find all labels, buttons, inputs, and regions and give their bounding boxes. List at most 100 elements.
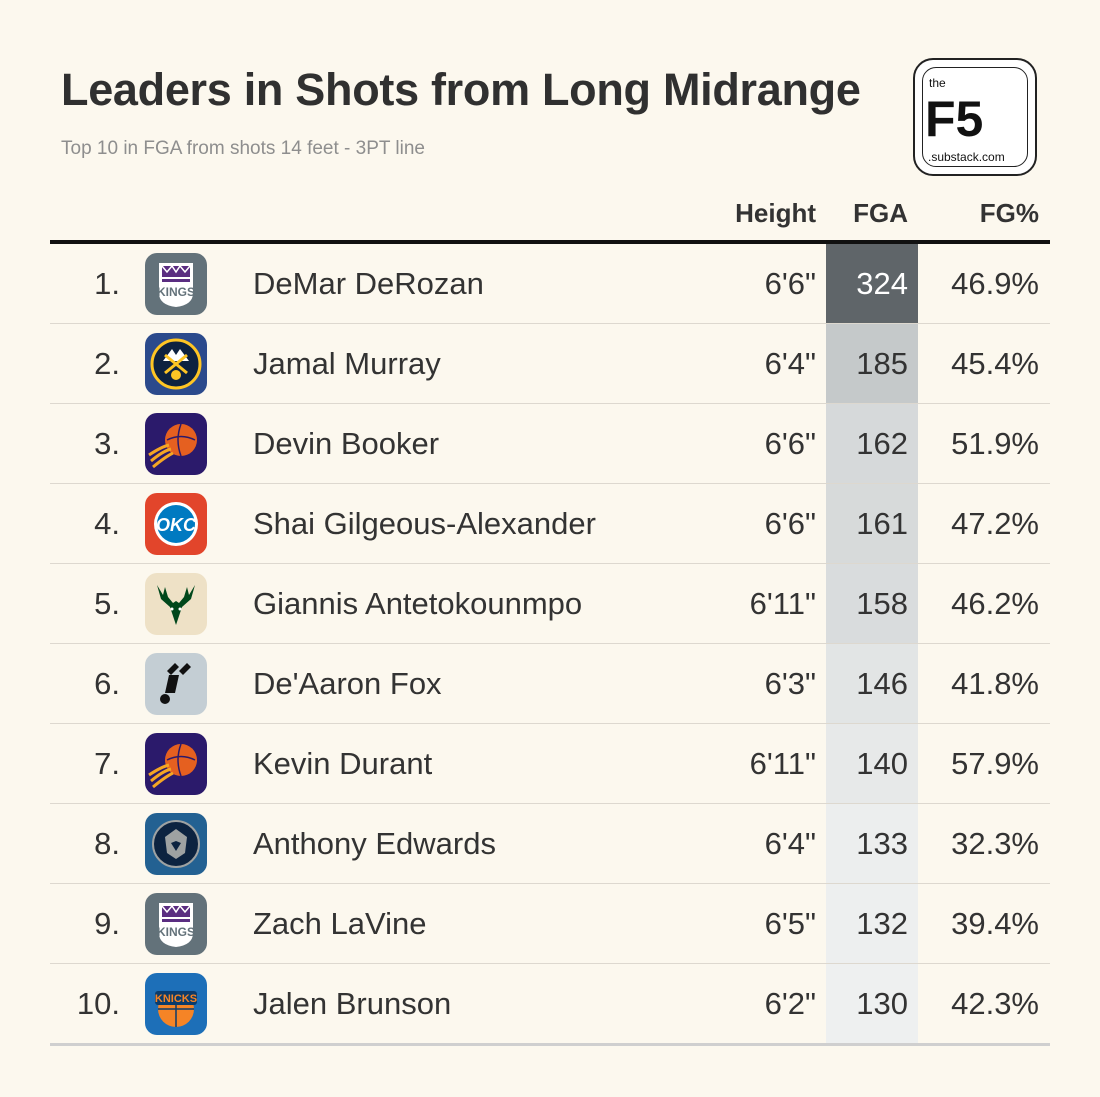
fga-cell: 140 [856, 746, 908, 781]
height-cell: 6'6" [764, 506, 816, 541]
fg-pct-cell: 46.2% [951, 586, 1039, 621]
fga-cell: 161 [856, 506, 908, 541]
svg-text:OKC: OKC [156, 515, 197, 535]
fga-heat-cell [826, 484, 918, 564]
player-name-cell: Shai Gilgeous-Alexander [253, 506, 596, 541]
row-divider [50, 403, 1050, 404]
row-divider [50, 963, 1050, 964]
denver-nuggets-icon [145, 333, 207, 395]
table-row: 7. Kevin Durant 6'11" 140 57.9% [0, 724, 1100, 804]
player-name-cell: Zach LaVine [253, 906, 427, 941]
fga-cell: 162 [856, 426, 908, 461]
height-cell: 6'11" [749, 586, 816, 621]
logo-bottom-text: .substack.com [928, 150, 1005, 164]
player-name-cell: De'Aaron Fox [253, 666, 442, 701]
fga-heat-cell [826, 964, 918, 1044]
column-header-height: Height [735, 198, 816, 228]
svg-text:KINGS: KINGS [157, 285, 195, 299]
rank-cell: 5. [94, 586, 120, 621]
table-row: 10. KNICKS Jalen Brunson 6'2" 130 42.3% [0, 964, 1100, 1044]
rank-cell: 1. [94, 266, 120, 301]
fg-pct-cell: 47.2% [951, 506, 1039, 541]
row-divider [50, 723, 1050, 724]
height-cell: 6'3" [764, 666, 816, 701]
fga-heat-cell [826, 324, 918, 404]
height-cell: 6'2" [764, 986, 816, 1021]
table-row: 6. De'Aaron Fox 6'3" 146 41.8% [0, 644, 1100, 724]
column-header-fg-pct: FG% [979, 198, 1039, 228]
rank-cell: 4. [94, 506, 120, 541]
san-antonio-spurs-icon [145, 653, 207, 715]
f5-substack-logo: the F5 .substack.com [913, 58, 1037, 176]
fga-heat-cell [826, 804, 918, 884]
table-row: 5. Giannis Antetokounmpo 6'11" 158 46.2% [0, 564, 1100, 644]
fga-cell: 146 [856, 666, 908, 701]
height-cell: 6'11" [749, 746, 816, 781]
rank-cell: 8. [94, 826, 120, 861]
row-divider [50, 323, 1050, 324]
chart-title: Leaders in Shots from Long Midrange [61, 64, 861, 115]
chart-subtitle: Top 10 in FGA from shots 14 feet - 3PT l… [61, 138, 425, 159]
fga-cell: 133 [856, 826, 908, 861]
minnesota-timberwolves-icon [145, 813, 207, 875]
rank-cell: 2. [94, 346, 120, 381]
fga-cell: 158 [856, 586, 908, 621]
fg-pct-cell: 45.4% [951, 346, 1039, 381]
fg-pct-cell: 42.3% [951, 986, 1039, 1021]
player-name-cell: Anthony Edwards [253, 826, 496, 861]
player-name-cell: Jamal Murray [253, 346, 441, 381]
svg-text:KINGS: KINGS [157, 925, 195, 939]
fg-pct-cell: 39.4% [951, 906, 1039, 941]
height-cell: 6'5" [764, 906, 816, 941]
rank-cell: 7. [94, 746, 120, 781]
header-rule [50, 240, 1050, 244]
row-divider [50, 483, 1050, 484]
player-name-cell: Jalen Brunson [253, 986, 452, 1021]
logo-top-text: the [929, 76, 946, 90]
height-cell: 6'4" [764, 346, 816, 381]
logo-inner-border [922, 67, 1028, 167]
table-row: 9. KINGS Zach LaVine 6'5" 132 39.4% [0, 884, 1100, 964]
phoenix-suns-icon [145, 413, 207, 475]
fga-heat-cell [826, 404, 918, 484]
new-york-knicks-icon: KNICKS [145, 973, 207, 1035]
player-name-cell: DeMar DeRozan [253, 266, 484, 301]
table-row: 3. Devin Booker 6'6" 162 51.9% [0, 404, 1100, 484]
phoenix-suns-icon [145, 733, 207, 795]
fga-heat-cell [826, 724, 918, 804]
player-name-cell: Devin Booker [253, 426, 440, 461]
fga-cell: 324 [856, 266, 908, 301]
row-divider [50, 643, 1050, 644]
fga-heat-cell [826, 644, 918, 724]
fga-cell: 185 [856, 346, 908, 381]
fg-pct-cell: 32.3% [951, 826, 1039, 861]
row-divider [50, 803, 1050, 804]
logo-main-text: F5 [925, 91, 984, 147]
player-name-cell: Kevin Durant [253, 746, 433, 781]
row-divider [50, 563, 1050, 564]
footer-rule [50, 1043, 1050, 1046]
table-body: 1. KINGS DeMar DeRozan 6'6" 324 46.9% 2. Jamal … [0, 244, 1100, 1044]
fg-pct-cell: 41.8% [951, 666, 1039, 701]
okc-thunder-icon: OKC [145, 493, 207, 555]
height-cell: 6'6" [764, 426, 816, 461]
fga-heat-cell [826, 244, 918, 324]
sacramento-kings-icon: KINGS [145, 893, 207, 955]
table-row: 8. Anthony Edwards 6'4" 133 32.3% [0, 804, 1100, 884]
rank-cell: 6. [94, 666, 120, 701]
player-name-cell: Giannis Antetokounmpo [253, 586, 583, 621]
rank-cell: 3. [94, 426, 120, 461]
rank-cell: 10. [76, 986, 120, 1021]
fga-cell: 130 [856, 986, 908, 1021]
fga-cell: 132 [856, 906, 908, 941]
table-row: 1. KINGS DeMar DeRozan 6'6" 324 46.9% [0, 244, 1100, 324]
table-row: 4. OKC Shai Gilgeous-Alexander 6'6" 161 47.2% [0, 484, 1100, 564]
fga-heat-cell [826, 564, 918, 644]
height-cell: 6'4" [764, 826, 816, 861]
sacramento-kings-icon: KINGS [145, 253, 207, 315]
fga-heat-cell [826, 884, 918, 964]
column-header-fga: FGA [853, 198, 908, 228]
svg-text:KNICKS: KNICKS [155, 993, 197, 1005]
fg-pct-cell: 57.9% [951, 746, 1039, 781]
table-row: 2. Jamal Murray 6'4" 185 45.4% [0, 324, 1100, 404]
